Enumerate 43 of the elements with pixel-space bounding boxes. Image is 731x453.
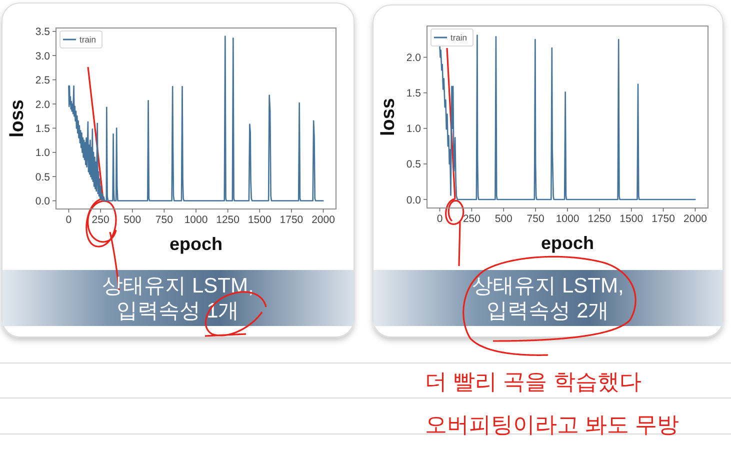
legend-label: train	[80, 34, 96, 44]
y-tick-label: 1.5	[35, 122, 50, 135]
x-tick-label: 2000	[312, 214, 336, 226]
y-tick-label: 0.0	[35, 196, 50, 208]
y-tick-label: 1.5	[406, 88, 422, 100]
x-axis-title: epoch	[169, 234, 223, 254]
x-tick-label: 750	[155, 214, 174, 226]
y-tick-label: 2.0	[35, 98, 50, 111]
x-tick-label: 1750	[652, 213, 676, 225]
x-tick-label: 1000	[184, 214, 208, 226]
legend: train	[60, 30, 102, 48]
x-tick-label: 500	[494, 213, 513, 225]
y-tick-label: 3.5	[35, 26, 50, 38]
text: 오버피팅이라고 봐도 무방	[425, 412, 680, 437]
y-tick-label: 2.5	[35, 74, 50, 87]
y-axis-title: loss	[7, 99, 28, 138]
y-tick-label: 0.5	[406, 158, 422, 171]
y-tick-label: 1.0	[35, 147, 50, 160]
x-tick-label: 250	[462, 213, 481, 225]
x-tick-label: 750	[526, 213, 544, 225]
y-tick-label: 1.0	[406, 123, 422, 136]
x-tick-label: 1500	[248, 214, 272, 226]
y-tick-label: 3.0	[35, 50, 50, 62]
x-tick-label: 250	[92, 214, 110, 226]
x-tick-label: 1250	[588, 213, 612, 225]
text: 더 빨리 곡을 학습했다	[425, 369, 642, 394]
x-tick-label: 1500	[620, 213, 644, 225]
x-tick-label: 1250	[216, 214, 240, 226]
x-axis-title: epoch	[540, 233, 594, 253]
x-tick-label: 0	[436, 213, 443, 225]
x-tick-label: 1750	[280, 214, 304, 226]
legend: train	[430, 28, 474, 46]
y-tick-label: 2.0	[406, 52, 422, 64]
x-tick-label: 0	[66, 214, 72, 226]
x-tick-label: 500	[124, 214, 142, 226]
y-axis-title: loss	[378, 98, 399, 136]
x-tick-label: 2000	[684, 213, 708, 225]
y-tick-label: 0.0	[406, 194, 422, 206]
text: 상태유지 LSTM, 입력속성 2개	[472, 274, 624, 322]
x-tick-label: 1000	[556, 213, 580, 225]
text: 상태유지 LSTM, 입력속성 1개	[102, 274, 254, 322]
y-tick-label: 0.5	[35, 171, 50, 184]
legend-label: train	[450, 32, 468, 42]
